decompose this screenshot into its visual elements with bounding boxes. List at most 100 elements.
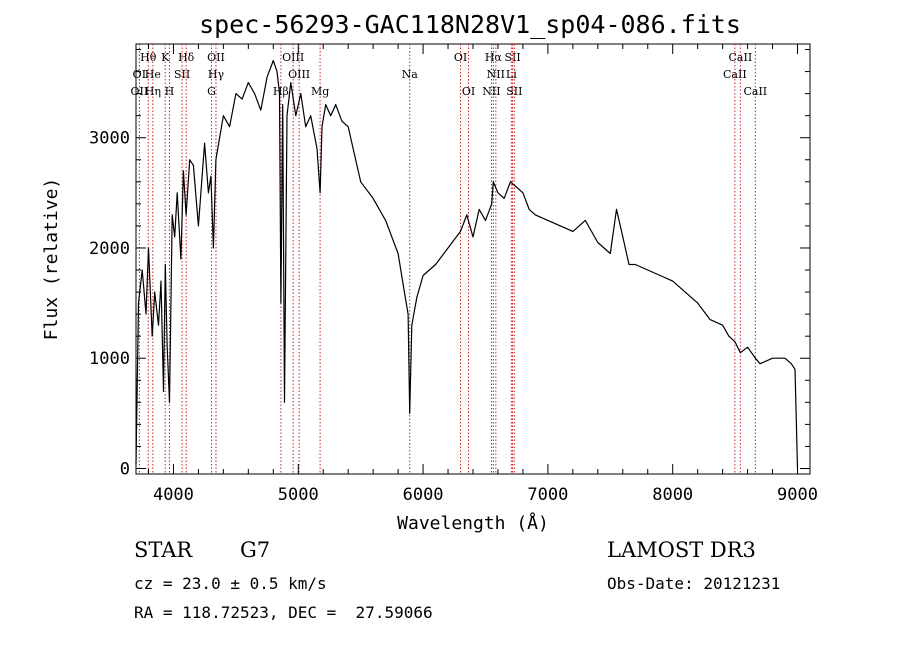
line-label: He (145, 68, 161, 81)
data-point (241, 98, 243, 100)
data-point (360, 181, 362, 183)
data-point (759, 363, 761, 365)
data-point (772, 357, 773, 359)
data-point (516, 186, 518, 188)
data-point (497, 192, 499, 194)
data-point (300, 93, 302, 95)
line-label: Hβ (273, 85, 289, 98)
data-point (472, 236, 474, 238)
data-point (784, 357, 786, 359)
data-point (684, 291, 686, 293)
data-point (222, 115, 224, 117)
line-label: OIII (288, 68, 310, 81)
data-point (272, 60, 274, 61)
line-label: Hδ (178, 51, 195, 64)
data-point (659, 275, 661, 276)
line-label: NII (482, 85, 500, 98)
line-label: SII (506, 85, 522, 98)
data-point (492, 181, 494, 183)
data-point (628, 264, 630, 265)
data-point (145, 313, 147, 315)
x-axis-title: Wavelength (Å) (397, 512, 549, 534)
line-label: Hγ (208, 68, 225, 81)
data-point (164, 264, 166, 265)
data-point (335, 104, 337, 106)
data-point (166, 346, 168, 348)
data-point (754, 357, 756, 359)
data-point (510, 181, 511, 183)
data-point (193, 164, 194, 166)
series-layer (135, 59, 799, 469)
line-label: Li (506, 68, 517, 81)
data-point (622, 236, 624, 238)
data-point (189, 159, 191, 161)
data-point (180, 258, 182, 260)
data-point (138, 302, 139, 304)
data-point (280, 302, 282, 304)
x-tick-label: 7000 (527, 485, 568, 505)
data-point (411, 324, 413, 326)
obs-date: Obs-Date: 20121231 (607, 574, 781, 593)
line-label: CaII (723, 68, 747, 81)
data-point (528, 208, 530, 210)
y-tick-label: 2000 (89, 239, 130, 259)
data-point (284, 401, 285, 403)
data-point (478, 208, 480, 210)
data-point (634, 264, 636, 265)
line-label: NII (487, 68, 505, 81)
data-point (279, 93, 280, 95)
data-point (354, 153, 355, 155)
data-point (739, 352, 741, 354)
data-point (447, 247, 449, 249)
data-point (647, 269, 649, 271)
data-point (559, 225, 561, 227)
data-point (321, 126, 323, 128)
plot-frame (135, 43, 811, 475)
line-label: OI (454, 51, 467, 64)
y-axis-title: Flux (relative) (41, 178, 62, 341)
axis-ticks: 4000 5000 6000 7000 8000 9000 0 1000 2000 3000 (89, 44, 818, 505)
data-point (372, 197, 374, 199)
data-point (597, 242, 599, 243)
data-point (260, 109, 262, 111)
data-point (790, 363, 792, 365)
data-point (572, 231, 574, 232)
object-class: STAR (134, 538, 193, 562)
data-point (522, 192, 524, 194)
object-subclass: G7 (240, 538, 271, 562)
data-point (310, 115, 312, 117)
data-point (151, 335, 153, 337)
data-point (148, 247, 149, 249)
data-point (235, 93, 237, 95)
data-point (609, 253, 611, 254)
data-point (198, 225, 199, 227)
data-point (254, 93, 255, 95)
data-point (135, 463, 137, 465)
line-label: Hη (145, 85, 161, 98)
data-point (185, 214, 187, 216)
data-point (341, 120, 343, 122)
data-point (485, 220, 486, 221)
data-point (347, 126, 349, 128)
data-point (535, 214, 536, 216)
data-point (466, 214, 468, 216)
data-point (160, 280, 162, 282)
data-point (734, 341, 736, 343)
data-point (397, 253, 399, 254)
y-tick-label: 3000 (89, 129, 130, 149)
data-point (416, 297, 418, 298)
line-label: Hθ (140, 51, 157, 64)
line-label: SII (504, 51, 520, 64)
line-label: H (165, 85, 175, 98)
data-point (276, 71, 278, 72)
line-label: K (161, 51, 170, 64)
x-tick-label: 5000 (278, 485, 319, 505)
spectrum-line (135, 59, 799, 469)
data-point (709, 319, 711, 321)
data-point (154, 291, 156, 293)
y-tick-label: 1000 (89, 349, 130, 369)
data-point (697, 302, 699, 304)
data-point (672, 280, 674, 282)
x-tick-label: 8000 (652, 485, 693, 505)
